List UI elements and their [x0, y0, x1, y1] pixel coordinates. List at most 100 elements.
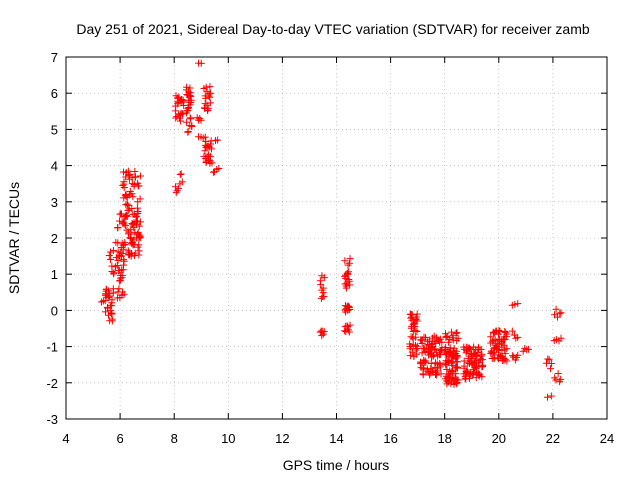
data-point — [187, 92, 195, 100]
data-point — [436, 359, 444, 367]
data-point — [438, 338, 446, 346]
data-point — [514, 351, 522, 359]
data-point — [124, 201, 132, 209]
data-point — [501, 355, 509, 363]
data-point — [172, 183, 180, 191]
data-point — [443, 365, 451, 373]
data-points — [97, 59, 565, 401]
chart-title: Day 251 of 2021, Sidereal Day-to-day VTE… — [76, 21, 589, 37]
data-point — [509, 352, 517, 360]
data-point — [413, 327, 421, 335]
x-axis-label: GPS time / hours — [283, 457, 390, 473]
data-point — [422, 358, 430, 366]
data-point — [442, 333, 450, 341]
data-point — [206, 143, 214, 151]
y-tick-label: 2 — [51, 231, 58, 246]
data-point — [197, 59, 205, 67]
data-point — [453, 376, 461, 384]
data-point — [477, 352, 485, 360]
axis-ticks — [65, 56, 608, 420]
data-point — [179, 110, 187, 118]
data-point — [113, 262, 121, 270]
data-point — [135, 251, 143, 259]
plot-frame — [65, 56, 608, 420]
data-point — [187, 115, 195, 123]
x-tick-label: 8 — [171, 431, 178, 446]
data-point — [201, 133, 209, 141]
data-point — [180, 102, 188, 110]
data-point — [465, 344, 473, 352]
x-tick-label: 12 — [275, 431, 289, 446]
data-point — [427, 359, 435, 367]
data-point — [176, 117, 184, 125]
data-point — [408, 348, 416, 356]
data-point — [108, 296, 116, 304]
y-tick-label: 1 — [51, 267, 58, 282]
data-point — [491, 329, 499, 337]
x-tick-label: 14 — [329, 431, 343, 446]
x-tick-label: 6 — [116, 431, 123, 446]
data-point — [130, 180, 138, 188]
data-point — [413, 310, 421, 318]
data-point — [346, 281, 354, 289]
y-tick-label: 3 — [51, 195, 58, 210]
data-point — [412, 313, 420, 321]
data-point — [184, 128, 192, 136]
data-point — [106, 248, 114, 256]
data-point — [205, 90, 213, 98]
data-point — [206, 99, 214, 107]
data-point — [110, 269, 118, 277]
data-point — [120, 290, 128, 298]
data-point — [119, 249, 127, 257]
data-point — [344, 268, 352, 276]
data-point — [108, 309, 116, 317]
data-point — [105, 252, 113, 260]
data-point — [501, 328, 509, 336]
data-point — [320, 328, 328, 336]
data-point — [318, 332, 326, 340]
data-point — [215, 164, 223, 172]
data-point — [136, 172, 144, 180]
data-point — [432, 359, 440, 367]
data-point — [319, 289, 327, 297]
data-point — [125, 172, 133, 180]
data-point — [452, 329, 460, 337]
data-point — [118, 210, 126, 218]
x-tick-label: 18 — [437, 431, 451, 446]
data-point — [115, 285, 123, 293]
data-point — [345, 328, 353, 336]
data-point — [178, 178, 186, 186]
data-point — [514, 333, 522, 341]
data-point — [552, 305, 560, 313]
data-point — [197, 116, 205, 124]
data-point — [479, 362, 487, 370]
y-tick-label: -2 — [46, 376, 58, 391]
data-point — [545, 356, 553, 364]
data-point — [184, 106, 192, 114]
data-point — [206, 83, 214, 91]
data-point — [101, 308, 109, 316]
data-point — [501, 336, 509, 344]
data-point — [557, 334, 565, 342]
data-point — [114, 256, 122, 264]
data-point — [478, 373, 486, 381]
data-point — [556, 310, 564, 318]
data-point — [546, 365, 554, 373]
data-point — [552, 376, 560, 384]
y-tick-label: 6 — [51, 86, 58, 101]
data-point — [120, 261, 128, 269]
data-point — [134, 179, 142, 187]
data-point — [460, 362, 468, 370]
data-point — [472, 353, 480, 361]
data-point — [129, 193, 137, 201]
data-point — [131, 249, 139, 257]
data-point — [121, 241, 129, 249]
data-point — [406, 343, 414, 351]
data-point — [209, 168, 217, 176]
data-point — [346, 255, 354, 263]
data-point — [136, 218, 144, 226]
y-tick-label: 4 — [51, 159, 58, 174]
data-point — [557, 375, 565, 383]
